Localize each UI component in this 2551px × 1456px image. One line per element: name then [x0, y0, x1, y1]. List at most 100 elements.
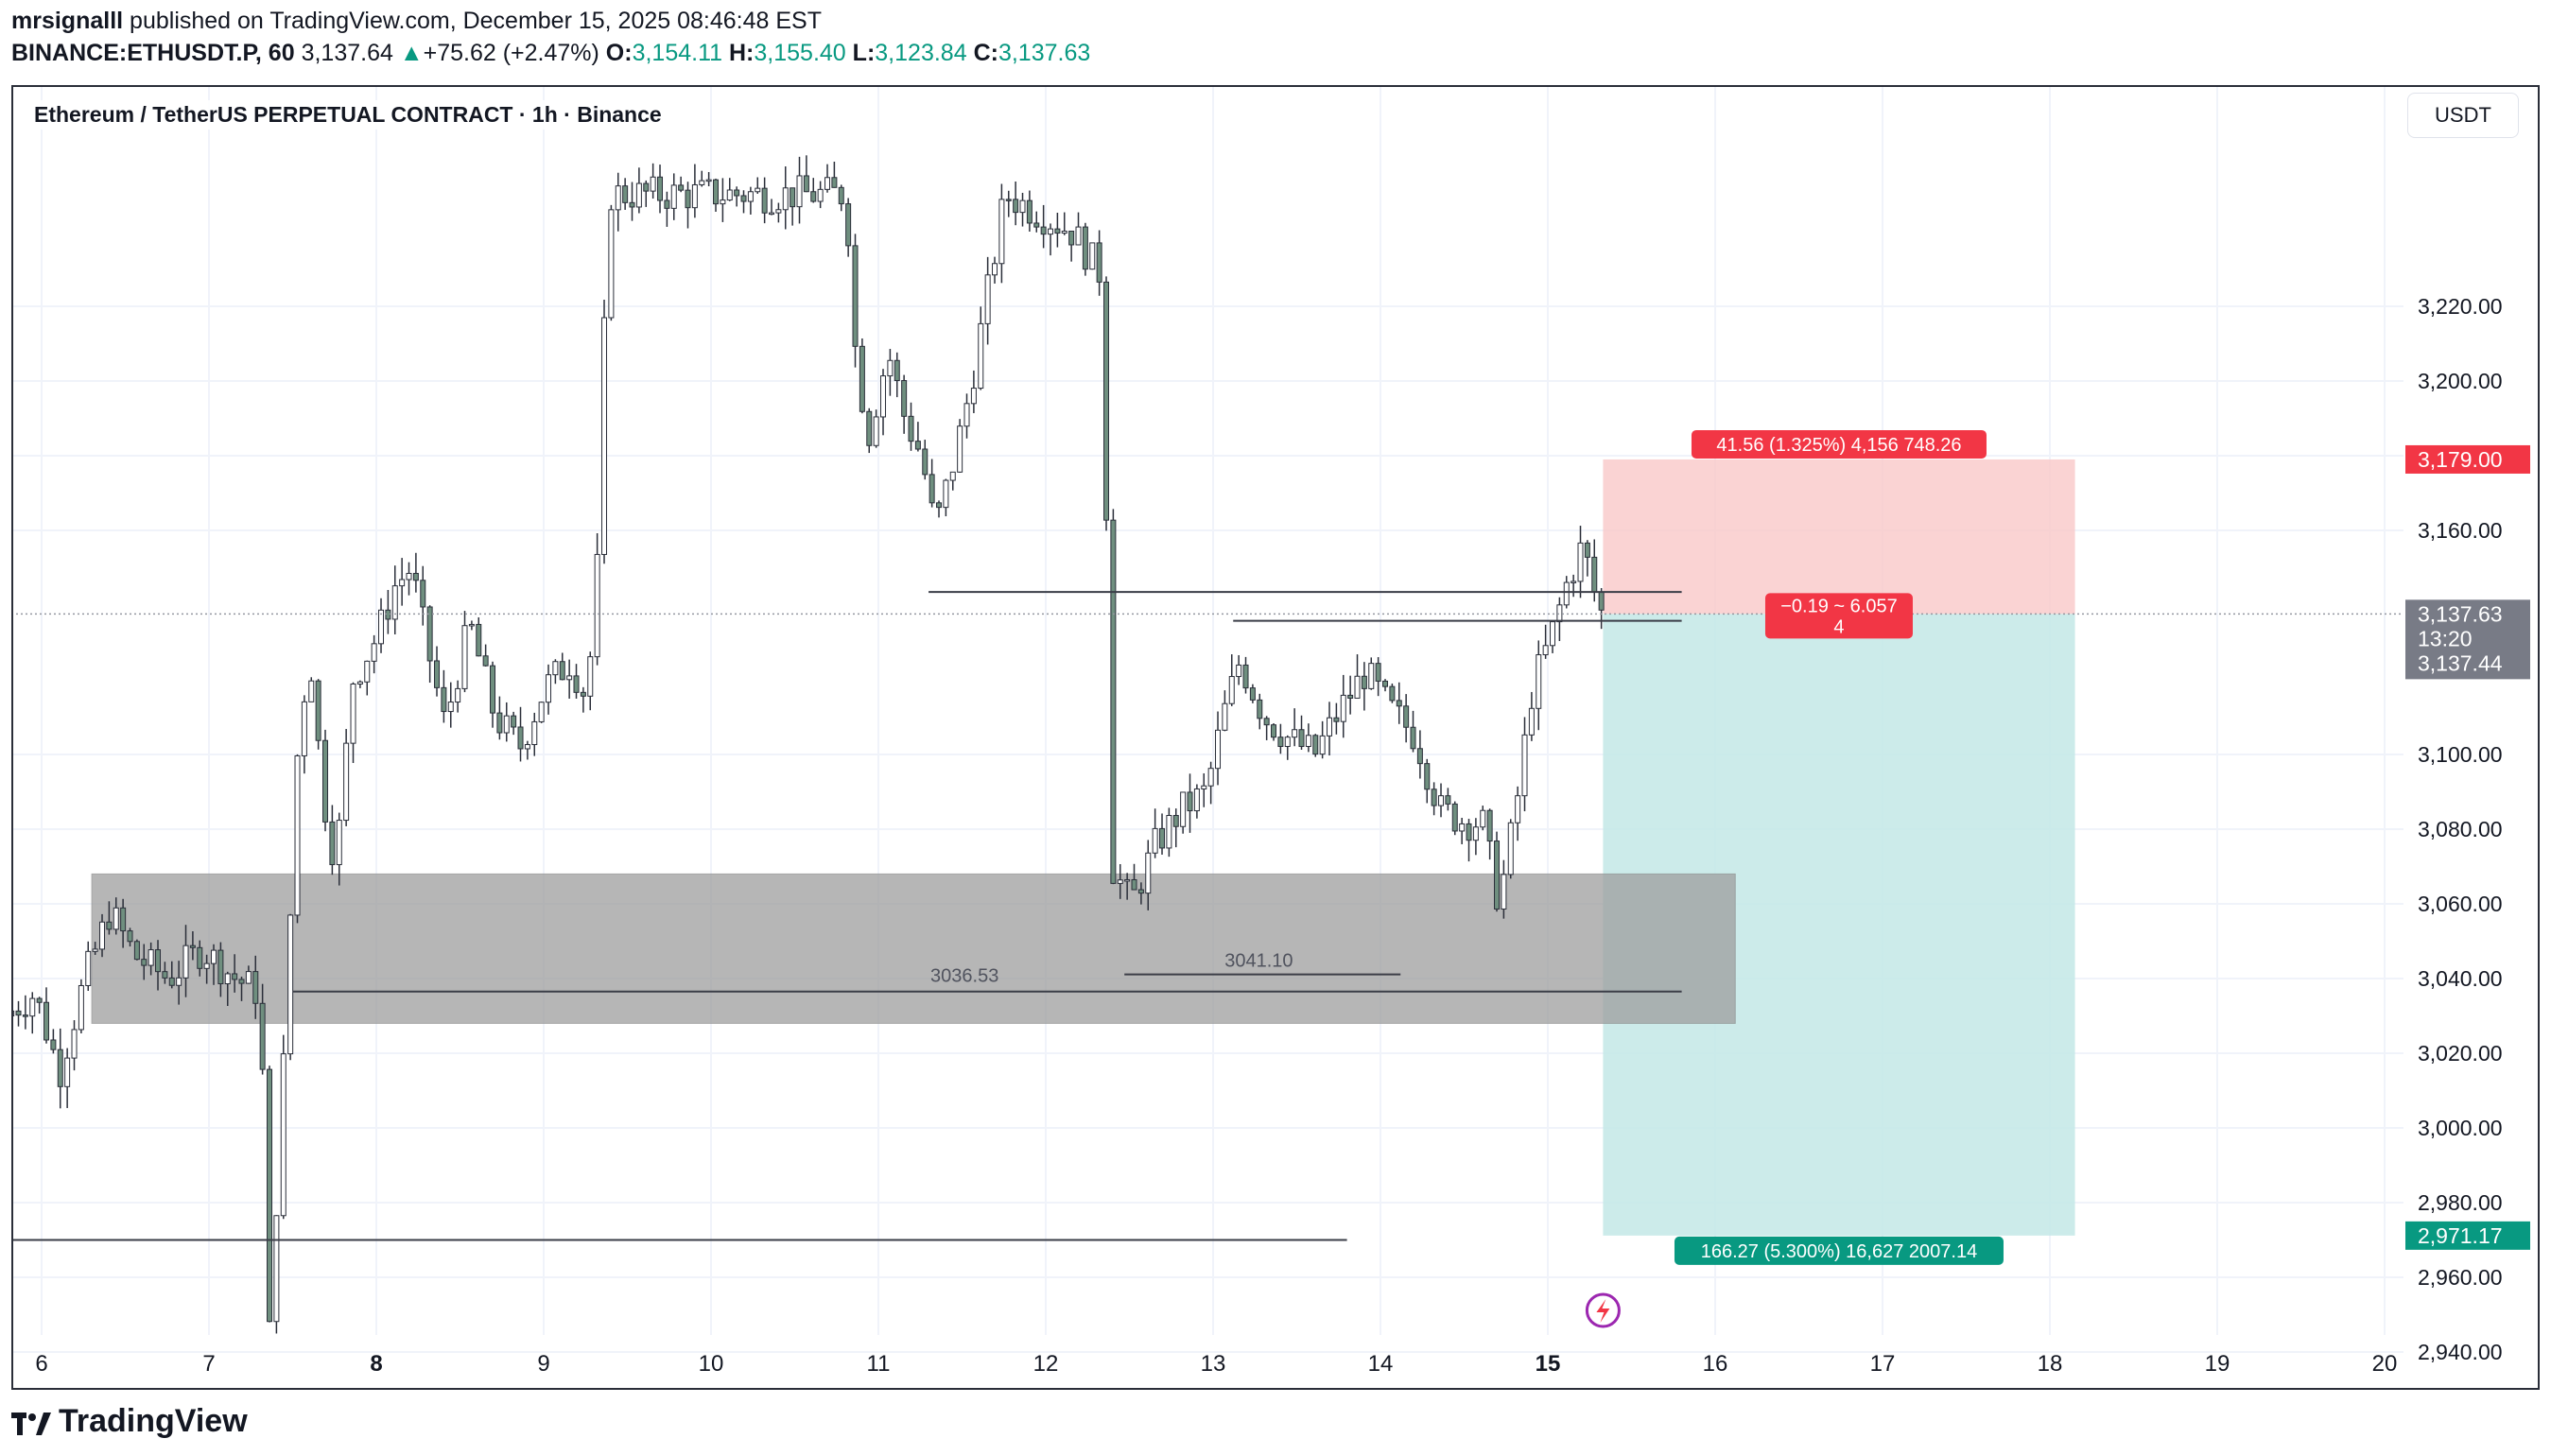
candle-body: [217, 949, 224, 985]
candle-body: [775, 209, 782, 214]
candle-body: [496, 712, 503, 734]
lightning-icon-bolt: [1596, 1299, 1610, 1323]
candle-body: [189, 945, 196, 948]
tradingview-logo[interactable]: TradingView: [11, 1403, 248, 1440]
candle-body: [1013, 199, 1019, 214]
candle-body: [1180, 791, 1187, 827]
candle-body: [1292, 729, 1298, 738]
y-tick-label: 3,100.00: [2418, 742, 2503, 767]
candle-body: [1110, 519, 1117, 884]
candle-body: [1075, 226, 1082, 246]
candle-body: [517, 726, 524, 750]
candle-body: [482, 655, 489, 667]
candle-body: [790, 187, 796, 208]
candle-body: [1382, 680, 1389, 687]
x-tick-label: 20: [2372, 1351, 2398, 1377]
candle-body: [629, 201, 635, 208]
price-chart[interactable]: 3036.53 3041.10 41.56 (1.325%) 4,156 748.2…: [11, 85, 2540, 1390]
candle-body: [845, 203, 852, 247]
candle-body: [29, 997, 36, 1017]
y-tick-label: 2,940.00: [2418, 1340, 2503, 1364]
candle-body: [441, 686, 447, 713]
candle-body: [1298, 729, 1305, 748]
candle-body: [608, 209, 615, 319]
low-label: L:: [852, 40, 876, 66]
candle-body: [782, 187, 789, 211]
candle-body: [322, 739, 329, 823]
candle-body: [1005, 199, 1012, 201]
candle-body: [1480, 809, 1486, 828]
y-tick-label: 3,060.00: [2418, 892, 2503, 916]
last-price-tag-text: 13:20: [2418, 626, 2473, 650]
y-tick-label: 3,080.00: [2418, 817, 2503, 841]
candle-body: [1054, 228, 1061, 234]
candle-body: [761, 187, 768, 214]
candle-body: [524, 744, 530, 750]
y-tick-label: 3,040.00: [2418, 966, 2503, 991]
candle-body: [113, 907, 119, 930]
target-price-tag: 2,971.17: [2405, 1221, 2530, 1250]
candle-body: [1082, 226, 1088, 270]
x-tick-label: 11: [867, 1351, 891, 1377]
candle-body: [1536, 654, 1542, 709]
candle-body: [378, 609, 385, 645]
candle-body: [769, 212, 775, 216]
candle-body: [267, 1068, 273, 1323]
candle-body: [928, 474, 935, 504]
candle-body: [308, 680, 315, 702]
candle-body: [699, 180, 705, 185]
candle-body: [391, 585, 398, 620]
candle-body: [1501, 874, 1507, 910]
candle-body: [85, 950, 92, 986]
candle-body: [1277, 737, 1284, 748]
candle-body: [866, 410, 873, 446]
candle-body: [755, 187, 761, 193]
candle-body: [287, 914, 294, 1055]
x-tick-label: 6: [35, 1351, 47, 1377]
y-tick-label: 3,220.00: [2418, 294, 2503, 319]
candle-body: [880, 375, 887, 418]
candle-body: [1459, 823, 1466, 832]
candle-body: [664, 199, 670, 209]
candle-body: [1026, 199, 1033, 224]
candle-body: [1347, 694, 1354, 699]
publish-info: mrsignalll published on TradingView.com,…: [11, 8, 822, 35]
target-label: 166.27 (5.300%) 16,627 2007.14: [1674, 1236, 2004, 1265]
candle-body: [566, 675, 573, 681]
candle-body: [148, 949, 154, 966]
candle-body: [412, 572, 419, 581]
target-label-text: 166.27 (5.300%) 16,627 2007.14: [1701, 1241, 1977, 1262]
candle-body: [622, 185, 629, 203]
candle-body: [301, 701, 307, 756]
candle-body: [1249, 687, 1256, 701]
candle-body: [238, 979, 245, 984]
candle-body: [1305, 735, 1311, 748]
last-price-tag-bg: [2405, 599, 2530, 680]
candle-body: [538, 702, 545, 722]
level-label: 3041.10: [1224, 951, 1293, 972]
candle-body: [1271, 724, 1277, 738]
candle-body: [1089, 242, 1096, 270]
candle-body: [406, 572, 412, 581]
x-tick-label: 12: [1033, 1351, 1059, 1377]
candle-body: [838, 186, 844, 205]
candle-body: [1542, 645, 1549, 656]
candle-body: [224, 973, 231, 985]
candle-body: [949, 471, 956, 481]
candle-body: [831, 177, 838, 188]
candle-body: [155, 949, 162, 973]
author-name[interactable]: mrsignalll: [11, 8, 124, 34]
candle-body: [1312, 735, 1319, 755]
candle-body: [1152, 827, 1158, 854]
candle-body: [1207, 768, 1214, 787]
currency-button[interactable]: USDT: [2407, 93, 2519, 138]
candle-body: [1438, 795, 1445, 806]
candle-body: [1340, 694, 1346, 722]
candle-body: [99, 921, 106, 950]
candle-body: [1040, 226, 1047, 235]
candle-body: [476, 623, 482, 657]
candle-body: [1577, 542, 1584, 582]
candle-body: [252, 971, 259, 1004]
candle-body: [740, 195, 747, 202]
